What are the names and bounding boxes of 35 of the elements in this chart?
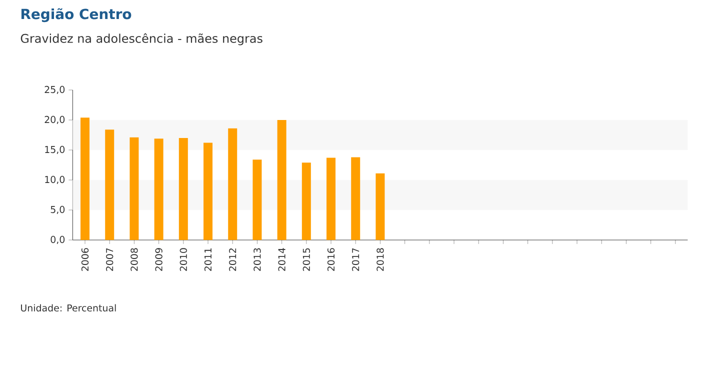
bar <box>376 173 385 240</box>
x-tick-label: 2009 <box>155 248 162 271</box>
chart-title: Região Centro <box>21 8 132 22</box>
bar <box>351 157 360 240</box>
bar <box>326 158 336 240</box>
bar <box>154 138 164 240</box>
y-tick-label: 0,0 <box>50 236 65 244</box>
y-tick-label: 25,0 <box>44 86 65 94</box>
x-tick-label: 2016 <box>327 248 335 271</box>
x-tick-label: 2014 <box>278 248 286 271</box>
bar <box>130 137 139 240</box>
x-tick-label: 2012 <box>229 248 236 271</box>
x-tick-label: 2010 <box>180 248 187 271</box>
text: Unidade: Percentual <box>21 304 116 312</box>
x-tick-label: 2011 <box>204 248 212 271</box>
y-tick-label: 15,0 <box>45 146 65 154</box>
y-tick-label: 10,0 <box>45 176 65 184</box>
x-tick-label: 2018 <box>376 248 384 271</box>
x-tick-label: 2013 <box>254 248 261 271</box>
bar <box>105 130 114 240</box>
bar <box>204 142 213 240</box>
bar <box>80 118 90 240</box>
chart-subtitle: Gravidez na adolescência - mães negras <box>20 33 262 46</box>
bar <box>302 162 311 240</box>
bar <box>228 128 238 240</box>
y-tick-label: 20,0 <box>44 116 65 124</box>
x-tick-label: 2007 <box>106 248 114 271</box>
x-tick-label: 2017 <box>352 248 360 271</box>
x-tick-label: 2006 <box>81 248 89 271</box>
bar <box>277 120 286 240</box>
bar <box>252 160 262 240</box>
bar <box>178 138 188 240</box>
x-tick-label: 2008 <box>130 248 138 271</box>
x-tick-label: 2015 <box>302 248 310 271</box>
y-tick-label: 5,0 <box>50 206 65 214</box>
